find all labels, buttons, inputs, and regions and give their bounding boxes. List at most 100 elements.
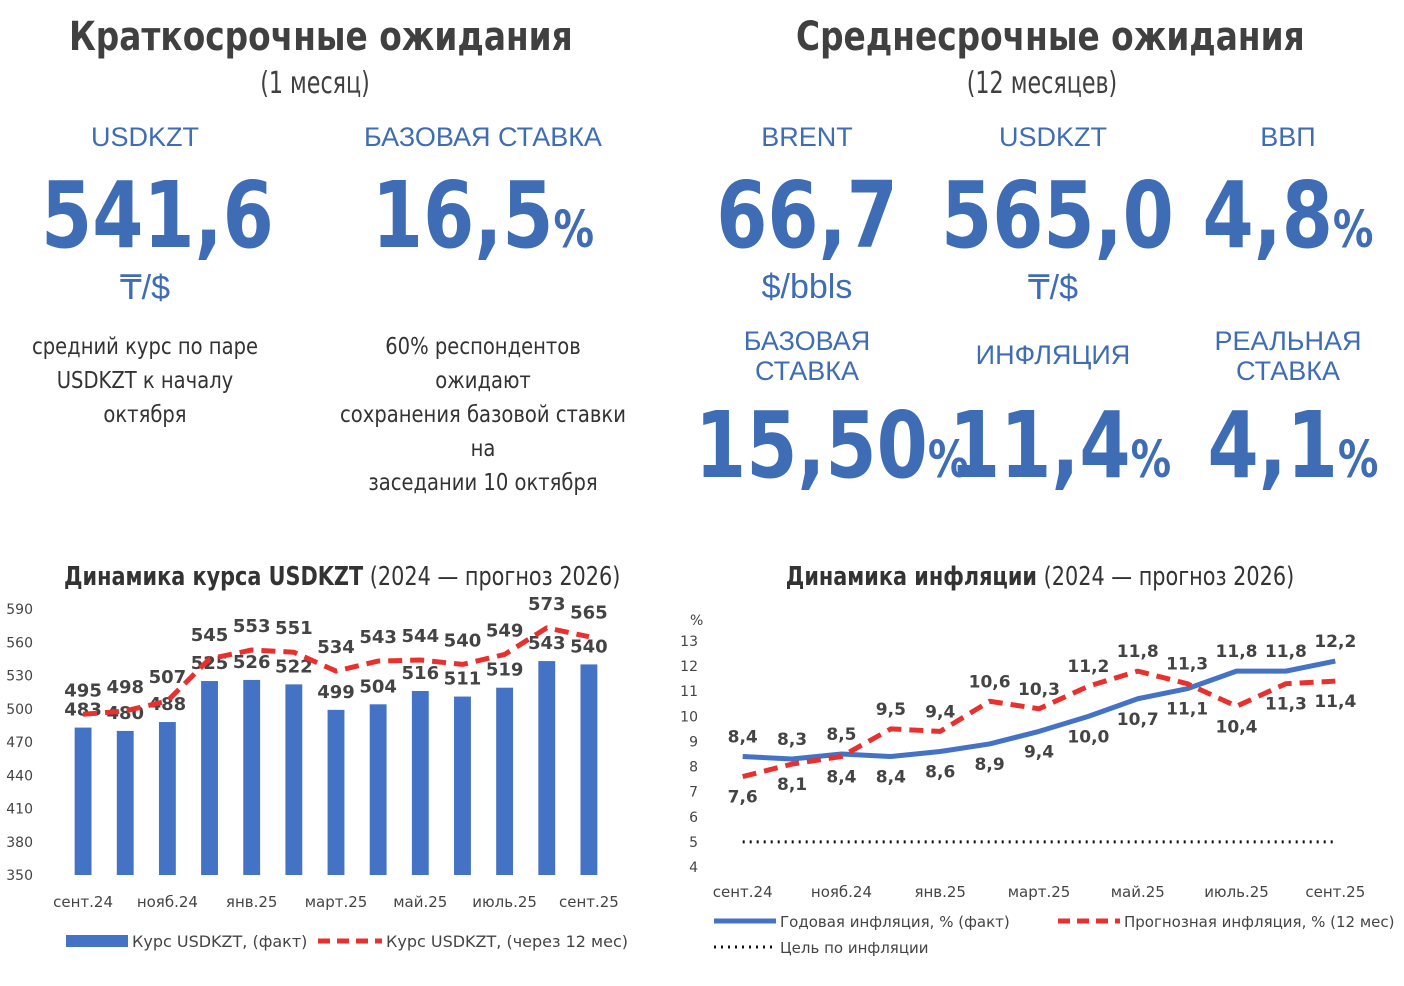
x-tick-label: янв.25 — [226, 893, 278, 911]
percent-sign: % — [1130, 430, 1172, 489]
short-usdkzt-note: средний курс по паре USDKZT к началу окт… — [22, 330, 269, 432]
legend-bar-swatch — [66, 935, 128, 947]
inflation-label: ИНФЛЯЦИЯ — [975, 340, 1131, 370]
real-rate-label: РЕАЛЬНАЯ СТАВКА — [1188, 326, 1388, 386]
bar-value-label: 526 — [233, 652, 271, 673]
y-tick-label: 6 — [689, 810, 698, 826]
y-tick-label: 9 — [689, 734, 698, 750]
short-rate-note-line: 60% респондентов ожидают — [385, 334, 581, 394]
y-tick-label: 560 — [6, 635, 33, 651]
brent-value: 66,7 — [716, 162, 898, 269]
x-tick-label: март.25 — [1008, 883, 1071, 901]
line-value-label: 540 — [444, 630, 482, 651]
forecast-value-label: 9,5 — [876, 700, 906, 720]
bar-label-bg — [148, 694, 187, 717]
gdp-label: ВВП — [1260, 122, 1316, 152]
forecast-value-label: 10,6 — [969, 672, 1011, 692]
bar — [243, 679, 261, 875]
forecast-value-label: 8,4 — [826, 768, 856, 788]
y-tick-label: 12 — [680, 659, 698, 675]
legend-line-label: Курс USDKZT, (через 12 мес) — [386, 932, 628, 951]
bar-label-bg — [401, 663, 440, 686]
gdp-value: 4,8% — [1184, 170, 1392, 262]
short-rate-label: БАЗОВАЯ СТАВКА — [364, 122, 602, 152]
bar — [496, 687, 514, 875]
percent-sign: % — [1337, 430, 1379, 489]
x-tick-label: сент.24 — [713, 883, 773, 901]
bar-value-label: 540 — [570, 636, 608, 657]
brent-label: BRENT — [761, 122, 853, 152]
usdkzt-chart-title: Динамика курса USDKZT (2024 — прогноз 20… — [64, 562, 620, 592]
medium-usdkzt-label: USDKZT — [999, 122, 1107, 152]
fact-value-label: 11,8 — [1265, 642, 1307, 662]
short-rate-note: 60% респондентов ожидают сохранения базо… — [339, 330, 628, 500]
forecast-value-label: 11,8 — [1117, 642, 1159, 662]
y-tick-label: 440 — [6, 768, 33, 784]
medium-rate-label-line: БАЗОВАЯ — [743, 326, 871, 356]
bar — [74, 727, 92, 875]
y-tick-label: 350 — [6, 868, 33, 884]
line-value-label: 573 — [528, 595, 566, 615]
x-tick-label: июль.25 — [1204, 883, 1269, 901]
bar — [201, 681, 218, 875]
line-value-label: 549 — [486, 620, 524, 641]
fact-value-label: 8,6 — [925, 762, 955, 782]
bar-value-label: 488 — [149, 694, 187, 715]
forecast-value-label: 11,3 — [1265, 695, 1307, 715]
bar — [454, 696, 471, 875]
short-rate-value: 16,5% — [363, 170, 603, 262]
medium-usdkzt-value: 565,0 — [941, 162, 1174, 269]
short-term-title: Краткосрочные ожидания — [69, 14, 573, 60]
fact-value-label: 8,5 — [826, 725, 856, 745]
line-value-label: 545 — [191, 625, 229, 646]
medium-rate-label-line: СТАВКА — [755, 356, 859, 386]
y-tick-label: 8 — [689, 760, 698, 776]
bar — [327, 709, 345, 875]
bar-value-label: 543 — [528, 633, 566, 654]
short-usdkzt-unit: ₸/$ — [120, 269, 170, 307]
bar-value-label: 511 — [444, 669, 482, 690]
inflation-value: 11,4% — [949, 400, 1171, 492]
line-value-label: 534 — [317, 637, 355, 658]
bar-label-bg — [485, 659, 524, 682]
fact-value-label: 12,2 — [1314, 632, 1356, 652]
inflation-chart: % 4 5 6 7 8 9 10 11 12 13 8,4 8,3 8,5 8,4 8,6 8,9 9,4 10,0… — [680, 613, 1395, 957]
short-rate-number: 16,5 — [371, 162, 554, 269]
legend-forecast-label: Прогнозная инфляция, % (12 мес) — [1124, 913, 1395, 931]
bar — [285, 684, 303, 875]
bar — [411, 691, 429, 875]
bar — [116, 730, 134, 875]
medium-rate-label: БАЗОВАЯ СТАВКА — [707, 326, 907, 386]
x-tick-label: сент.25 — [1305, 883, 1365, 901]
percent-sign: % — [1332, 200, 1374, 259]
short-term-subtitle: (1 месяц) — [260, 66, 370, 101]
percent-sign: % — [553, 200, 595, 259]
bar-label-bg — [64, 699, 103, 722]
bar-value-label: 499 — [317, 682, 355, 703]
x-tick-label: нояб.24 — [137, 893, 198, 911]
forecast-inflation-line — [742, 668, 1336, 780]
y-tick-label: 4 — [689, 860, 698, 876]
x-tick-label: нояб.24 — [811, 883, 872, 901]
medium-rate-number: 15,50 — [695, 392, 928, 499]
real-rate-label-line: РЕАЛЬНАЯ — [1214, 326, 1362, 356]
x-tick-label: июль.25 — [472, 893, 537, 911]
bar-value-label: 483 — [64, 700, 102, 721]
y-tick-label: 11 — [680, 684, 698, 700]
legend-fact-label: Годовая инфляция, % (факт) — [780, 913, 1010, 931]
bar-value-label: 516 — [402, 663, 440, 684]
line-value-label: 543 — [359, 627, 397, 648]
fact-value-label: 10,7 — [1117, 710, 1159, 730]
fact-value-label: 9,4 — [1024, 742, 1054, 762]
x-tick-label: март.25 — [305, 893, 368, 911]
fact-value-label: 8,9 — [975, 755, 1005, 775]
bar-value-label: 519 — [486, 660, 524, 681]
forecast-line — [82, 625, 590, 717]
bar-label-bg — [274, 656, 313, 679]
bar — [538, 661, 556, 875]
fact-value-label: 10,0 — [1067, 727, 1109, 747]
y-tick-label: 13 — [680, 634, 698, 650]
legend-target-label: Цель по инфляции — [780, 939, 929, 957]
legend-bar-label: Курс USDKZT, (факт) — [132, 932, 307, 951]
